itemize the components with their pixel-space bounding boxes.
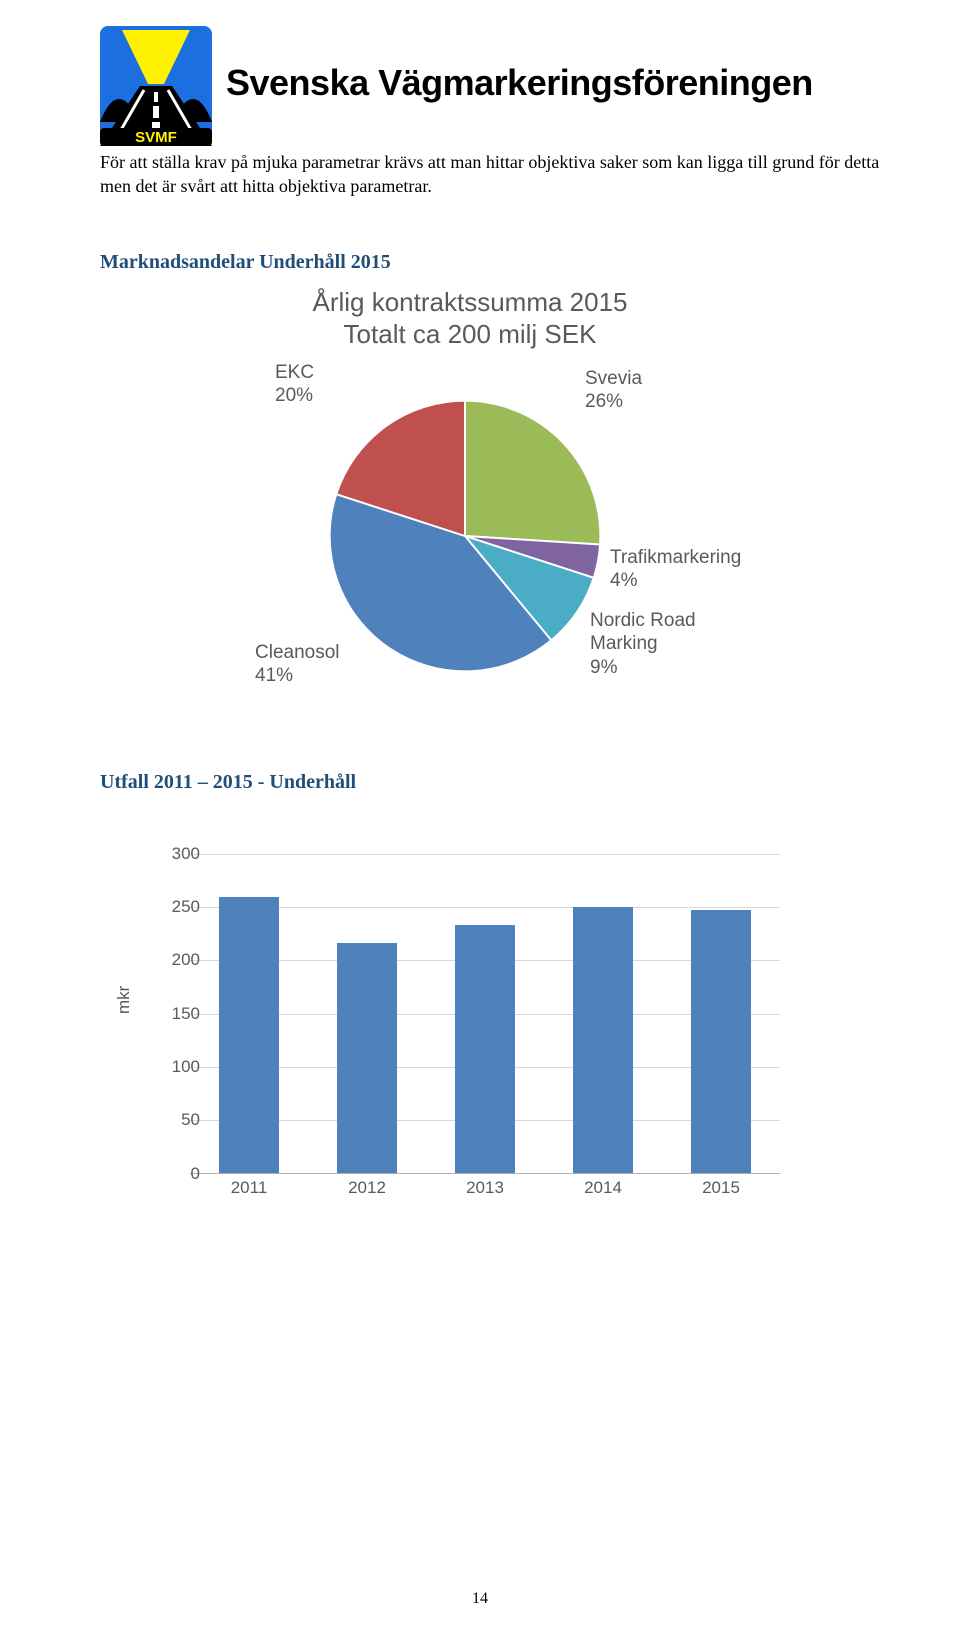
logo-acronym: SVMF bbox=[135, 129, 177, 146]
gridline bbox=[190, 854, 780, 855]
y-tick-label: 150 bbox=[160, 1004, 200, 1024]
pie-title-line2: Totalt ca 200 milj SEK bbox=[344, 319, 597, 349]
document-header: SVMF Svenska Vägmarkeringsföreningen bbox=[100, 0, 890, 146]
y-axis-label: mkr bbox=[114, 985, 134, 1013]
pie-section-heading: Marknadsandelar Underhåll 2015 bbox=[100, 251, 890, 274]
x-tick-label: 2011 bbox=[209, 1178, 289, 1198]
y-tick-label: 200 bbox=[160, 950, 200, 970]
pie-slice bbox=[465, 400, 600, 544]
bar bbox=[337, 943, 397, 1172]
bar-plot-area bbox=[190, 854, 780, 1174]
pie-label-trafikmarkering: Trafikmarkering 4% bbox=[610, 546, 741, 594]
y-tick-label: 300 bbox=[160, 844, 200, 864]
intro-paragraph: För att ställa krav på mjuka parametrar … bbox=[100, 150, 890, 199]
y-tick-label: 250 bbox=[160, 897, 200, 917]
x-tick-label: 2014 bbox=[563, 1178, 643, 1198]
page-number: 14 bbox=[0, 1590, 960, 1608]
bar-section-heading: Utfall 2011 – 2015 - Underhåll bbox=[100, 771, 890, 794]
x-tick-label: 2012 bbox=[327, 1178, 407, 1198]
x-tick-label: 2013 bbox=[445, 1178, 525, 1198]
pie-chart: Årlig kontraktssumma 2015 Totalt ca 200 … bbox=[190, 286, 750, 741]
y-tick-label: 100 bbox=[160, 1057, 200, 1077]
bar-chart: mkr 050100150200250300201120122013201420… bbox=[120, 844, 890, 1224]
pie-label-cleanosol: Cleanosol 41% bbox=[255, 641, 340, 689]
bar bbox=[573, 907, 633, 1173]
pie-svg bbox=[320, 391, 610, 681]
pie-label-svevia: Svevia 26% bbox=[585, 367, 642, 415]
svmf-logo-icon: SVMF bbox=[100, 26, 212, 146]
bar bbox=[691, 910, 751, 1172]
pie-chart-title: Årlig kontraktssumma 2015 Totalt ca 200 … bbox=[190, 286, 750, 351]
y-tick-label: 0 bbox=[160, 1164, 200, 1184]
pie-title-line1: Årlig kontraktssumma 2015 bbox=[312, 287, 627, 317]
y-tick-label: 50 bbox=[160, 1110, 200, 1130]
pie-label-ekc: EKC 20% bbox=[275, 361, 314, 409]
x-tick-label: 2015 bbox=[681, 1178, 761, 1198]
org-name: Svenska Vägmarkeringsföreningen bbox=[226, 62, 813, 104]
bar bbox=[219, 897, 279, 1172]
bar bbox=[455, 925, 515, 1172]
pie-label-nordic: Nordic Road Marking 9% bbox=[590, 609, 696, 680]
